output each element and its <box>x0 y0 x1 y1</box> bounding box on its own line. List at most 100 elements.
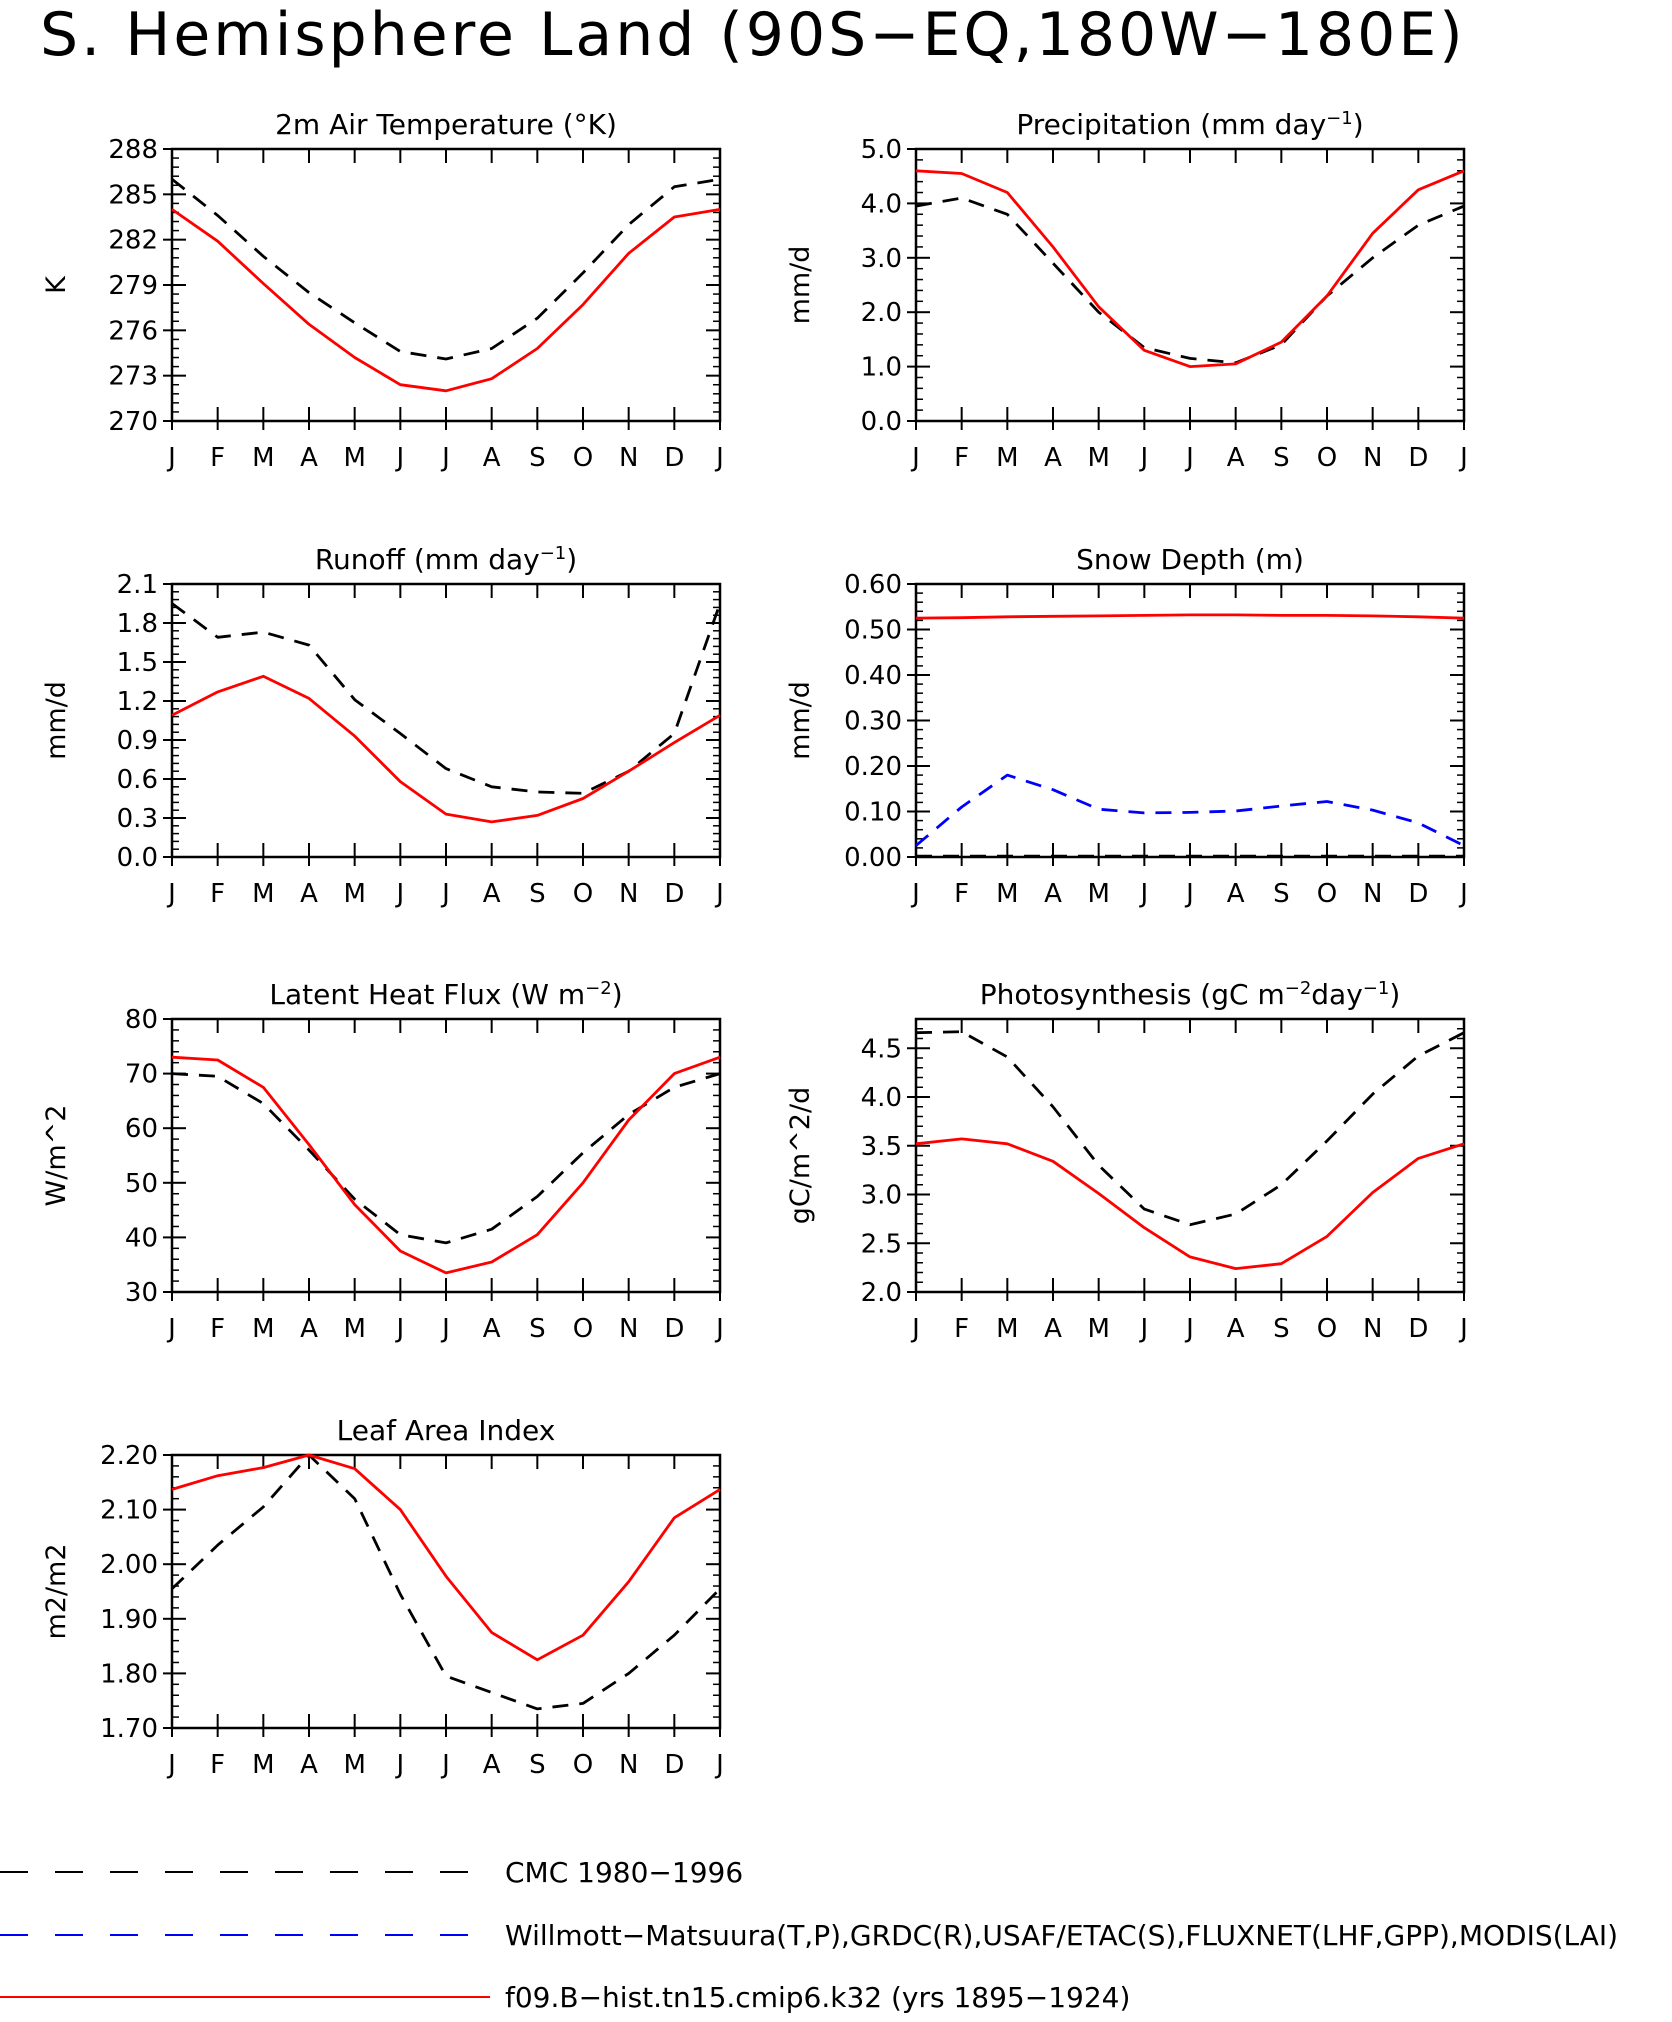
x-tick-label: A <box>1227 1314 1245 1344</box>
x-tick-label: N <box>619 1750 638 1780</box>
chart-panel-6: 1.701.801.902.002.102.20J F M A M J J A S O N D JLea… <box>41 1414 724 1780</box>
y-tick-label: 279 <box>108 271 158 301</box>
series-line-1 <box>915 1137 1465 1270</box>
y-tick-label: 1.70 <box>100 1714 158 1744</box>
x-tick-label: M <box>343 1314 365 1344</box>
x-tick-label: A <box>300 1750 318 1780</box>
series-line-1 <box>171 208 721 393</box>
x-tick-label: J <box>440 1750 450 1780</box>
x-tick-label: J <box>166 443 176 473</box>
y-tick-label: 70 <box>125 1060 158 1090</box>
chart-panel-1: 0.01.02.03.04.05.0J F M A M J J A S O N D JPrecipita… <box>785 108 1468 473</box>
x-tick-label: J <box>394 1314 404 1344</box>
x-tick-label: N <box>1363 443 1382 473</box>
y-tick-label: 1.90 <box>100 1605 158 1635</box>
x-tick-label: A <box>483 1750 501 1780</box>
y-axis-label: m2/m2 <box>41 1543 72 1639</box>
y-tick-label: 282 <box>108 226 158 256</box>
x-tick-label: M <box>996 1314 1018 1344</box>
x-tick-label: A <box>1227 443 1245 473</box>
x-tick-label: M <box>1087 443 1109 473</box>
y-tick-label: 3.5 <box>861 1132 902 1162</box>
x-tick-label: M <box>343 1750 365 1780</box>
x-tick-label: N <box>619 443 638 473</box>
y-tick-label: 2.20 <box>100 1441 158 1471</box>
chart-panel-2: 0.00.30.60.91.21.51.82.1J F M A M J J A S O N D JRun… <box>41 543 724 909</box>
y-tick-label: 0.10 <box>844 798 902 828</box>
x-tick-label: J <box>714 1314 724 1344</box>
x-tick-label: M <box>996 879 1018 909</box>
y-tick-label: 80 <box>125 1005 158 1035</box>
x-tick-label: D <box>664 1750 684 1780</box>
series-line-0 <box>171 1453 721 1711</box>
x-tick-label: J <box>1184 443 1194 473</box>
x-tick-label: S <box>1273 879 1290 909</box>
y-tick-label: 0.0 <box>117 843 158 873</box>
x-tick-label: J <box>714 1750 724 1780</box>
series-line-0 <box>915 196 1465 365</box>
x-tick-label: O <box>573 1314 593 1344</box>
y-tick-label: 0.20 <box>844 752 902 782</box>
x-tick-label: A <box>1044 443 1062 473</box>
series-line-0 <box>171 1072 721 1245</box>
x-tick-label: F <box>210 443 225 473</box>
x-tick-label: A <box>483 1314 501 1344</box>
y-axis-label: gC/m^2/d <box>785 1087 816 1224</box>
x-tick-label: O <box>573 1750 593 1780</box>
x-tick-label: D <box>1408 1314 1428 1344</box>
x-tick-label: J <box>910 879 920 909</box>
x-tick-label: S <box>1273 443 1290 473</box>
y-tick-label: 1.8 <box>117 609 158 639</box>
y-tick-label: 1.80 <box>100 1659 158 1689</box>
y-tick-label: 0.50 <box>844 616 902 646</box>
y-tick-label: 2.0 <box>861 298 902 328</box>
x-tick-label: J <box>1138 1314 1148 1344</box>
x-tick-label: S <box>1273 1314 1290 1344</box>
x-tick-label: D <box>1408 443 1428 473</box>
x-tick-label: D <box>664 879 684 909</box>
x-tick-label: D <box>664 1314 684 1344</box>
x-tick-label: J <box>1458 443 1468 473</box>
x-tick-label: J <box>1458 879 1468 909</box>
x-tick-label: O <box>1317 1314 1337 1344</box>
y-tick-label: 2.00 <box>100 1550 158 1580</box>
x-tick-label: F <box>954 1314 969 1344</box>
x-tick-label: M <box>252 1314 274 1344</box>
x-tick-label: J <box>394 443 404 473</box>
y-tick-label: 0.60 <box>844 570 902 600</box>
y-tick-label: 4.5 <box>861 1034 902 1064</box>
y-tick-label: 0.3 <box>117 804 158 834</box>
x-tick-label: A <box>300 1314 318 1344</box>
x-tick-label: N <box>619 879 638 909</box>
y-tick-label: 60 <box>125 1114 158 1144</box>
x-tick-label: A <box>483 879 501 909</box>
x-tick-label: F <box>210 1750 225 1780</box>
x-tick-label: J <box>440 879 450 909</box>
y-tick-label: 1.0 <box>861 353 902 383</box>
x-tick-label: M <box>252 879 274 909</box>
x-tick-label: A <box>300 879 318 909</box>
page-title: S. Hemisphere Land (90S−EQ,180W−180E) <box>40 0 1466 70</box>
x-tick-label: A <box>1227 879 1245 909</box>
plot-frame <box>914 1017 1466 1294</box>
series-line-0 <box>171 177 721 361</box>
y-tick-label: 270 <box>108 407 158 437</box>
series-line-1 <box>915 169 1465 369</box>
y-tick-label: 285 <box>108 180 158 210</box>
plot-frame <box>170 147 722 423</box>
x-tick-label: F <box>210 879 225 909</box>
y-tick-label: 50 <box>125 1169 158 1199</box>
series-line-0 <box>915 1030 1465 1227</box>
x-tick-label: S <box>529 1750 546 1780</box>
y-tick-label: 3.0 <box>861 1181 902 1211</box>
plot-frame <box>914 582 1466 859</box>
y-tick-label: 0.9 <box>117 726 158 756</box>
x-tick-label: D <box>1408 879 1428 909</box>
plot-frame <box>170 1017 722 1294</box>
x-tick-label: A <box>1044 1314 1062 1344</box>
plot-frame <box>170 582 722 859</box>
x-tick-label: J <box>440 1314 450 1344</box>
x-tick-label: J <box>394 1750 404 1780</box>
